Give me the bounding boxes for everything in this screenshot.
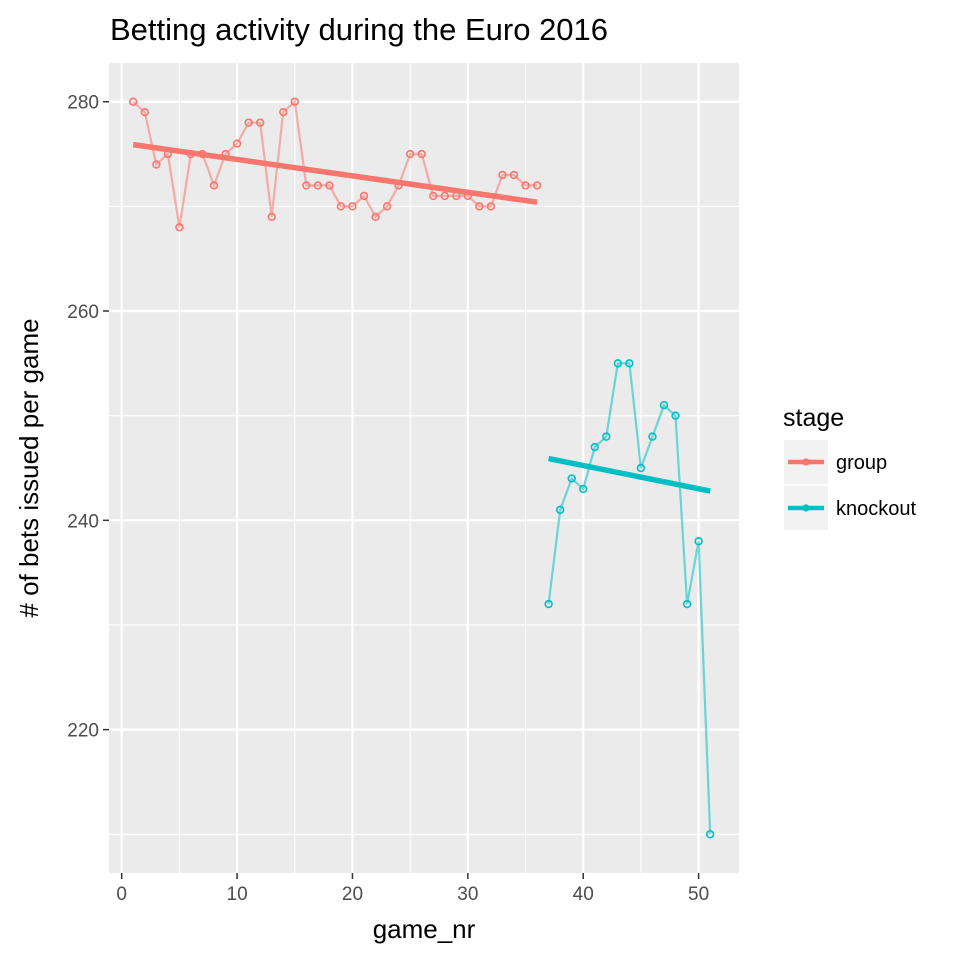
data-point-knockout: [648, 432, 657, 441]
data-point-group: [429, 191, 438, 201]
series-knockout: [544, 359, 715, 839]
x-tick-label: 40: [573, 884, 594, 905]
y-tick-label: 240: [67, 511, 99, 532]
data-point-knockout: [694, 537, 703, 546]
x-tick-label: 0: [116, 884, 127, 905]
data-point-knockout: [671, 411, 680, 420]
data-point-knockout: [682, 599, 692, 609]
data-point-group: [175, 223, 184, 232]
series-group: [129, 97, 542, 232]
x-tick-label: 20: [342, 884, 363, 905]
x-axis: 0 10 20 30 40 50: [116, 873, 709, 905]
legend-dot-group: [802, 458, 810, 466]
series-line-knockout: [547, 362, 712, 835]
trend-line-knockout: [548, 455, 711, 494]
data-point-group: [267, 212, 276, 222]
data-point-group: [129, 97, 138, 106]
data-point-group: [140, 107, 149, 117]
data-point-group: [313, 181, 323, 190]
data-point-group: [371, 212, 380, 222]
data-point-knockout: [567, 474, 576, 483]
plot-panel: [109, 63, 739, 873]
legend: stage group knockout: [783, 404, 916, 530]
data-point-group: [152, 160, 161, 169]
data-point-group: [325, 181, 334, 190]
data-point-group: [486, 202, 496, 211]
series-layer: [129, 97, 715, 839]
data-point-group: [532, 181, 542, 190]
data-point-group: [255, 118, 265, 127]
y-tick-label: 280: [67, 93, 99, 114]
y-tick-label: 220: [67, 721, 99, 742]
legend-label-knockout: knockout: [836, 498, 916, 520]
data-point-knockout: [602, 432, 611, 441]
x-tick-label: 30: [457, 884, 478, 905]
y-axis: 220 240 260 280: [67, 93, 109, 742]
data-point-group: [290, 97, 299, 106]
data-point-group: [509, 170, 519, 180]
data-point-knockout: [659, 401, 669, 410]
data-point-group: [405, 149, 415, 159]
data-point-knockout: [625, 359, 634, 368]
data-point-group: [417, 149, 426, 159]
data-point-group: [382, 202, 392, 211]
trend-line-group: [132, 141, 538, 205]
x-tick-label: 50: [688, 884, 709, 905]
data-point-knockout: [613, 359, 623, 368]
y-axis-title: # of bets issued per game: [14, 318, 44, 617]
data-point-group: [440, 191, 449, 201]
data-point-group: [336, 202, 346, 211]
data-point-group: [521, 181, 530, 190]
legend-label-group: group: [836, 452, 887, 474]
x-tick-label: 10: [227, 884, 248, 905]
legend-dot-knockout: [802, 504, 810, 512]
data-point-group: [498, 170, 507, 180]
data-point-group: [302, 181, 311, 190]
data-point-knockout: [544, 599, 553, 609]
data-point-group: [244, 118, 253, 127]
data-point-group: [475, 202, 484, 211]
data-point-knockout: [555, 505, 565, 515]
data-point-group: [209, 181, 219, 190]
legend-title: stage: [783, 404, 844, 432]
data-point-group: [359, 191, 369, 201]
data-point-knockout: [705, 830, 715, 839]
data-point-knockout: [590, 442, 599, 452]
y-tick-label: 260: [67, 302, 99, 323]
data-point-knockout: [579, 484, 588, 494]
chart-title: Betting activity during the Euro 2016: [110, 12, 608, 47]
data-point-knockout: [636, 463, 646, 473]
data-point-group: [348, 202, 357, 211]
x-axis-title: game_nr: [373, 914, 476, 944]
data-point-group: [232, 139, 242, 148]
data-point-group: [279, 107, 288, 117]
